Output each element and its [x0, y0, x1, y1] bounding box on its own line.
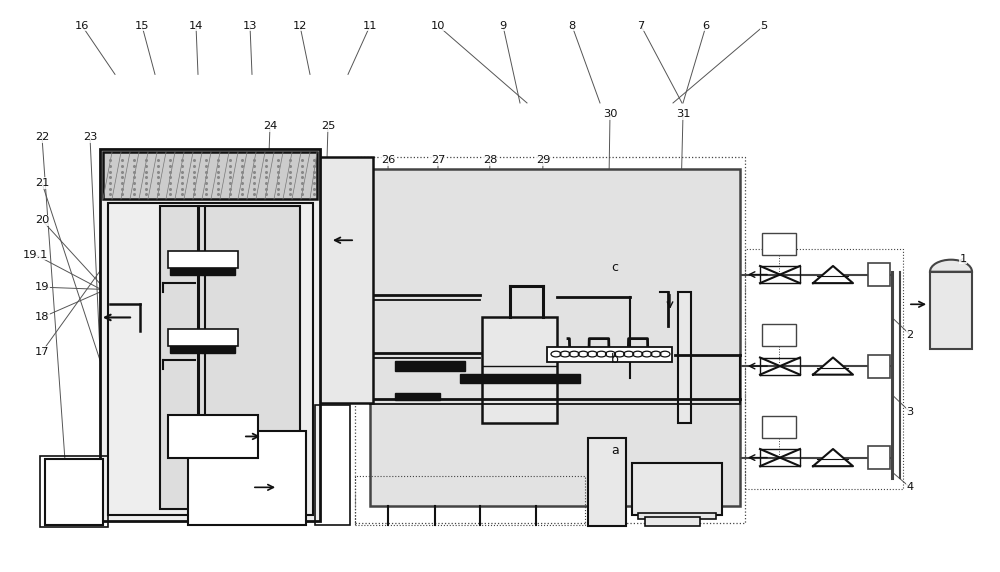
- Text: 9: 9: [499, 21, 507, 31]
- Text: 31: 31: [676, 109, 690, 120]
- Text: b: b: [611, 353, 619, 366]
- Bar: [645, 517, 700, 526]
- Text: 12: 12: [293, 21, 307, 31]
- Polygon shape: [813, 358, 853, 375]
- Bar: [108, 203, 313, 515]
- Text: 13: 13: [243, 21, 257, 31]
- Bar: [868, 355, 890, 378]
- Bar: [930, 272, 972, 349]
- Bar: [762, 233, 796, 255]
- Text: 17: 17: [35, 347, 49, 357]
- Bar: [460, 374, 580, 383]
- Text: 20: 20: [35, 215, 49, 225]
- Bar: [318, 157, 373, 403]
- Text: 21: 21: [35, 178, 49, 188]
- Polygon shape: [813, 449, 853, 466]
- Text: 16: 16: [75, 21, 89, 31]
- Text: 24: 24: [263, 121, 277, 131]
- Text: 2: 2: [906, 329, 914, 340]
- Bar: [868, 446, 890, 469]
- Bar: [762, 324, 796, 346]
- Text: 8: 8: [568, 21, 576, 31]
- Bar: [678, 292, 691, 423]
- Polygon shape: [813, 266, 853, 283]
- Text: 23: 23: [83, 132, 97, 142]
- Text: 11: 11: [363, 21, 377, 31]
- Text: 1: 1: [959, 253, 967, 264]
- Text: 22: 22: [35, 132, 49, 142]
- Bar: [188, 431, 306, 525]
- Bar: [395, 361, 465, 371]
- Text: 19: 19: [35, 282, 49, 292]
- Text: 15: 15: [135, 21, 149, 31]
- Bar: [170, 346, 235, 353]
- Text: 14: 14: [189, 21, 203, 31]
- Bar: [160, 206, 300, 509]
- Bar: [168, 251, 238, 268]
- Text: 3: 3: [906, 407, 914, 417]
- Bar: [315, 405, 350, 525]
- Text: 10: 10: [431, 21, 445, 31]
- Wedge shape: [930, 260, 972, 272]
- Text: 26: 26: [381, 155, 395, 165]
- Text: 6: 6: [702, 21, 710, 31]
- Bar: [588, 438, 626, 526]
- Text: 29: 29: [536, 155, 550, 165]
- Bar: [168, 329, 238, 346]
- Text: 7: 7: [637, 21, 645, 31]
- Text: 19.1: 19.1: [22, 249, 48, 260]
- Bar: [170, 419, 235, 426]
- Bar: [395, 393, 440, 400]
- Bar: [370, 169, 740, 506]
- Bar: [355, 157, 745, 523]
- Text: a: a: [611, 444, 619, 457]
- Bar: [45, 459, 103, 525]
- Bar: [632, 463, 722, 515]
- Bar: [355, 476, 585, 525]
- Bar: [168, 415, 258, 458]
- Bar: [170, 268, 235, 275]
- Bar: [762, 416, 796, 438]
- Bar: [868, 263, 890, 286]
- Bar: [745, 249, 903, 489]
- Text: 25: 25: [321, 121, 335, 131]
- Bar: [547, 347, 672, 362]
- Bar: [638, 513, 716, 519]
- Text: c: c: [612, 261, 618, 274]
- Text: 27: 27: [431, 155, 445, 165]
- Bar: [103, 152, 317, 199]
- Bar: [100, 149, 320, 521]
- Text: 4: 4: [906, 482, 914, 492]
- Bar: [40, 456, 108, 527]
- Text: 18: 18: [35, 312, 49, 323]
- Text: 28: 28: [483, 155, 497, 165]
- Text: 30: 30: [603, 109, 617, 120]
- Bar: [482, 317, 557, 423]
- Text: 5: 5: [760, 21, 768, 31]
